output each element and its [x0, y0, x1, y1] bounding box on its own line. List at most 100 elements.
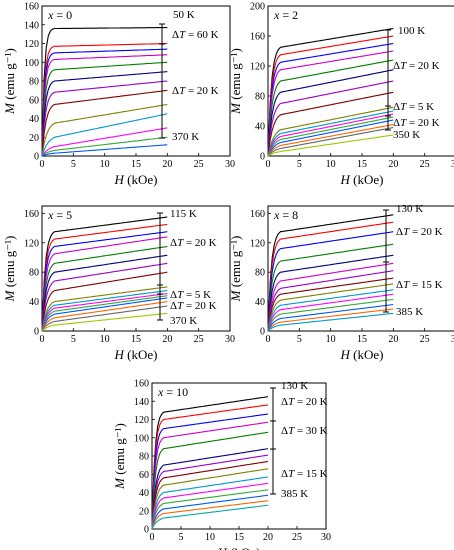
y-tick-label: 20: [139, 506, 149, 517]
x-tick-label: 5: [297, 334, 302, 345]
series-line: [267, 27, 394, 157]
y-tick-label: 120: [250, 238, 265, 249]
x-tick-label: 15: [234, 532, 244, 543]
series-line: [267, 214, 394, 332]
series-line: [151, 504, 269, 530]
x-axis-label: H (kOe): [340, 347, 384, 362]
series-line: [267, 110, 394, 157]
x-tick-label: 25: [292, 532, 302, 543]
series-line: [267, 277, 394, 332]
series-line: [41, 42, 168, 157]
series-line: [267, 289, 394, 332]
series-line: [267, 312, 394, 332]
annotation-label: ΔT = 15 K: [396, 279, 443, 291]
series-line: [41, 103, 168, 157]
annotation-label: ΔT = 15 K: [281, 468, 328, 480]
y-tick-label: 40: [29, 114, 39, 125]
annotation-label: 370 K: [170, 315, 197, 327]
x-axis-label: H (kOe): [114, 347, 158, 362]
x-tick-label: 25: [194, 334, 204, 345]
y-axis-label: M (emu g⁻¹): [228, 48, 243, 115]
series-line: [151, 476, 269, 530]
series-line: [41, 71, 168, 157]
x-tick-label: 5: [297, 159, 302, 170]
series-line: [41, 292, 168, 332]
y-tick-label: 80: [29, 268, 39, 279]
series-line: [267, 91, 394, 157]
series-line: [41, 27, 168, 157]
y-tick-label: 160: [134, 379, 149, 390]
series-line: [151, 482, 269, 530]
x-axis-label: H (kOe): [217, 545, 261, 550]
series-line: [151, 454, 269, 530]
panel-3: 0 5 10 15 20 25 30 0 40 80 120 160 H (kOe) M (emu g⁻¹…: [228, 203, 454, 362]
series-line: [41, 223, 168, 332]
x-tick-label: 15: [357, 159, 367, 170]
y-tick-label: 120: [24, 238, 39, 249]
y-tick-label: 160: [24, 2, 39, 13]
y-tick-label: 200: [250, 2, 265, 13]
y-axis-label: M (emu g⁻¹): [112, 423, 127, 490]
x-tick-label: 20: [162, 334, 172, 345]
annotation-label: ΔT = 20 K: [393, 117, 440, 129]
series-line: [41, 144, 168, 157]
series-line: [41, 61, 168, 157]
annotation-label: ΔT = 20 K: [396, 226, 443, 238]
y-tick-label: 0: [144, 525, 149, 536]
series-line: [41, 305, 168, 332]
annotation-label: ΔT = 20 K: [281, 396, 328, 408]
series-line: [151, 396, 269, 530]
x-tick-label: 30: [225, 159, 235, 170]
y-tick-label: 120: [24, 39, 39, 50]
series-line: [267, 123, 394, 157]
x-tick-label: 25: [194, 159, 204, 170]
series-line: [267, 283, 394, 332]
y-tick-label: 160: [250, 32, 265, 43]
x-tick-label: 30: [451, 159, 454, 170]
series-line: [151, 489, 269, 530]
y-axis-label: M (emu g⁻¹): [2, 48, 17, 115]
x-tick-label: 5: [179, 532, 184, 543]
x-tick-label: 20: [388, 159, 398, 170]
x-tick-label: 10: [100, 334, 110, 345]
series-line: [41, 290, 168, 332]
y-tick-label: 80: [29, 77, 39, 88]
y-tick-label: 40: [139, 488, 149, 499]
series-line: [151, 460, 269, 530]
annotation-label: 130 K: [396, 203, 423, 215]
series-line: [267, 254, 394, 332]
annotation-label: ΔT = 5 K: [170, 289, 211, 301]
series-line: [151, 494, 269, 530]
series-line: [267, 270, 394, 332]
x-tick-label: 0: [266, 159, 271, 170]
series-line: [267, 116, 394, 157]
series-line: [41, 297, 168, 332]
x-axis-label: H (kOe): [340, 172, 384, 187]
y-tick-label: 60: [29, 95, 39, 106]
y-tick-label: 40: [255, 297, 265, 308]
series-line: [267, 119, 394, 157]
series-line: [151, 448, 269, 530]
y-tick-label: 60: [139, 470, 149, 481]
y-tick-label: 80: [139, 452, 149, 463]
panel-label: x = 0: [47, 8, 72, 22]
y-axis-label: M (emu g⁻¹): [2, 236, 17, 303]
x-tick-label: 30: [321, 532, 331, 543]
panel-0: 0 5 10 15 20 25 30 0 20 40 60 80 100 120 140 160 H (kOe)…: [2, 2, 235, 188]
panel-4: 0 5 10 15 20 25 30 0 20 40 60 80 100 120 140 160 H (kOe)…: [112, 379, 331, 550]
annotation-label: ΔT = 60 K: [172, 29, 219, 41]
annotation-label: 350 K: [393, 129, 420, 141]
series-line: [41, 245, 168, 332]
series-line: [151, 404, 269, 530]
series-line: [151, 431, 269, 530]
annotation-label: ΔT = 20 K: [393, 60, 440, 72]
series-line: [41, 312, 168, 332]
y-tick-label: 80: [255, 268, 265, 279]
series-line: [151, 500, 269, 530]
annotation-label: 385 K: [396, 306, 423, 318]
y-axis-label: M (emu g⁻¹): [228, 236, 243, 303]
series-line: [151, 421, 269, 530]
y-tick-label: 0: [260, 152, 265, 163]
x-tick-label: 0: [40, 334, 45, 345]
y-tick-label: 120: [250, 62, 265, 73]
